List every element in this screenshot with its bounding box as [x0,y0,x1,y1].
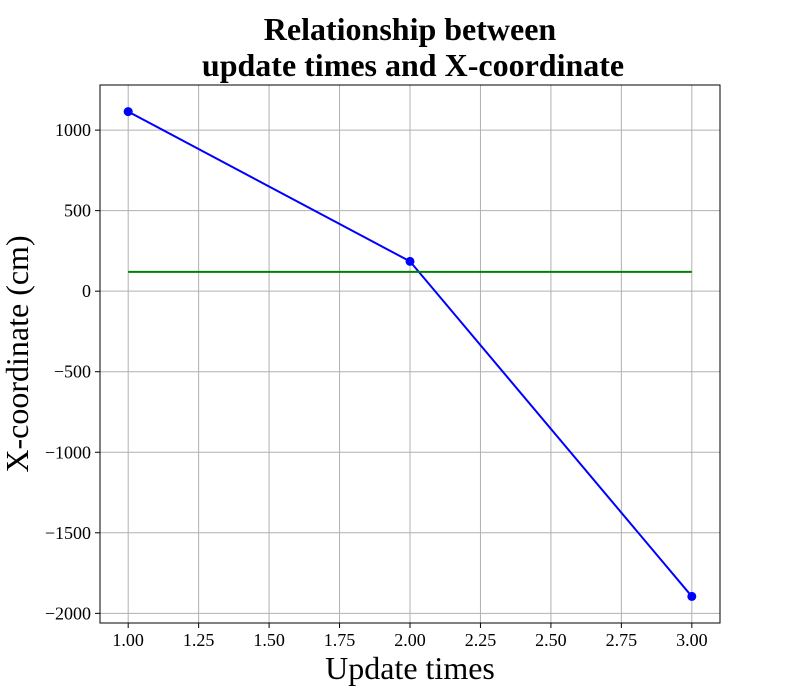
chart-title-line-1: Relationship between [264,11,557,47]
data-series [123,107,697,601]
y-tick-label: 500 [64,201,91,221]
x-tick-label: 3.00 [676,630,708,650]
x-tick-label: 1.25 [183,630,215,650]
y-axis-label: X-coordinate (cm) [0,235,35,472]
data-point [123,107,133,117]
y-tick-label: 1000 [55,120,91,140]
x-tick-label: 1.50 [253,630,285,650]
y-tick-label: −2000 [45,603,91,623]
y-tick-label: −500 [54,362,91,382]
axis-ticks: 1.00 1.25 1.50 1.75 2.00 2.25 2.50 2.75 3.00 1000… [45,120,708,650]
x-tick-label: 2.00 [394,630,426,650]
x-tick-label: 1.00 [112,630,144,650]
y-tick-label: 0 [82,281,91,301]
data-point [687,591,697,601]
x-tick-label: 2.75 [606,630,638,650]
y-tick-label: −1500 [45,523,91,543]
chart-title: Relationship between update times and X-… [202,11,624,83]
chart-title-line-2: update times and X-coordinate [202,47,624,83]
y-tick-label: −1000 [45,442,91,462]
x-tick-label: 2.50 [535,630,567,650]
grid-lines [100,85,720,623]
x-axis-label: Update times [325,650,495,686]
x-tick-label: 1.75 [324,630,356,650]
x-tick-label: 2.25 [465,630,497,650]
data-point [405,256,415,266]
